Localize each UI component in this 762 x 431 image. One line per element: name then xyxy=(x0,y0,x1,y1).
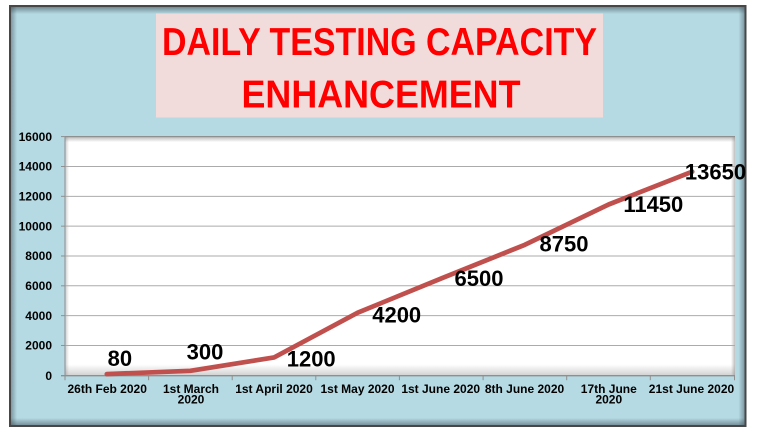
svg-text:1200: 1200 xyxy=(287,347,336,372)
svg-text:16000: 16000 xyxy=(19,130,53,144)
svg-text:4200: 4200 xyxy=(372,303,421,328)
svg-text:8750: 8750 xyxy=(540,231,589,256)
svg-text:80: 80 xyxy=(108,346,132,371)
svg-text:0: 0 xyxy=(45,369,52,383)
svg-text:13650: 13650 xyxy=(685,159,746,184)
svg-text:14000: 14000 xyxy=(19,160,53,174)
svg-text:1st May 2020: 1st May 2020 xyxy=(320,382,394,396)
svg-text:12000: 12000 xyxy=(19,189,53,203)
svg-text:1st March: 1st March xyxy=(163,382,219,396)
svg-text:2020: 2020 xyxy=(178,392,205,406)
svg-text:26th Feb 2020: 26th Feb 2020 xyxy=(68,382,148,396)
svg-text:17th June: 17th June xyxy=(581,382,637,396)
svg-text:6000: 6000 xyxy=(25,279,52,293)
svg-text:300: 300 xyxy=(187,340,224,365)
svg-text:1st April 2020: 1st April 2020 xyxy=(235,382,313,396)
svg-text:10000: 10000 xyxy=(19,219,53,233)
svg-text:ENHANCEMENT: ENHANCEMENT xyxy=(242,74,521,117)
svg-text:2020: 2020 xyxy=(595,392,622,406)
svg-text:2000: 2000 xyxy=(25,339,52,353)
svg-text:6500: 6500 xyxy=(455,266,504,291)
svg-text:11450: 11450 xyxy=(623,192,683,217)
svg-text:8th June 2020: 8th June 2020 xyxy=(485,382,565,396)
svg-text:1st June 2020: 1st June 2020 xyxy=(401,382,480,396)
svg-text:8000: 8000 xyxy=(25,249,52,263)
svg-text:DAILY TESTING CAPACITY: DAILY TESTING CAPACITY xyxy=(162,21,597,64)
svg-text:21st June 2020: 21st June 2020 xyxy=(649,382,735,396)
svg-text:4000: 4000 xyxy=(25,309,52,323)
